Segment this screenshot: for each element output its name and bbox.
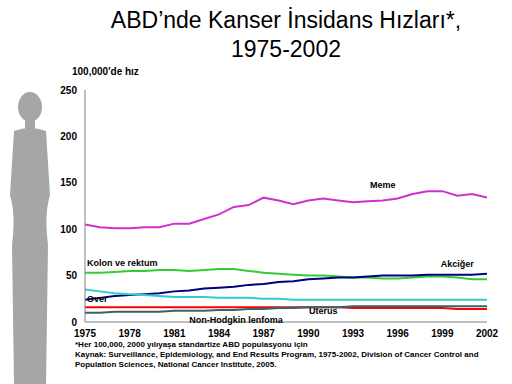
svg-text:1990: 1990 (297, 328, 320, 339)
svg-text:Non-Hodgkin lenfoma: Non-Hodgkin lenfoma (189, 315, 283, 325)
svg-text:Meme: Meme (370, 180, 396, 190)
svg-text:50: 50 (66, 270, 78, 281)
svg-text:1996: 1996 (387, 328, 410, 339)
svg-text:1987: 1987 (253, 328, 276, 339)
svg-text:1978: 1978 (119, 328, 142, 339)
html-text:100,000'de hız: 100,000'de hız (72, 66, 139, 77)
svg-text:Over: Over (87, 294, 108, 304)
svg-text:250: 250 (60, 85, 77, 96)
svg-text:100: 100 (60, 224, 77, 235)
html-text:1975-2002: 1975-2002 (231, 36, 341, 62)
svg-text:150: 150 (60, 177, 77, 188)
svg-text:Akciğer: Akciğer (441, 259, 475, 269)
svg-text:Uterus: Uterus (309, 306, 338, 316)
html-text:Kaynak: Surveillance, Epidemio: Kaynak: Surveillance, Epidemiology, and … (75, 350, 479, 369)
html-text:ABD’nde Kanser İnsidans Hızlar: ABD’nde Kanser İnsidans Hızları*, (110, 7, 462, 33)
svg-text:0: 0 (71, 317, 77, 328)
svg-text:2002: 2002 (476, 328, 499, 339)
svg-text:1993: 1993 (342, 328, 365, 339)
svg-text:1999: 1999 (431, 328, 454, 339)
html-text:*Her 100,000, 2000 yılıyaşa st: *Her 100,000, 2000 yılıyaşa standartize … (75, 340, 308, 349)
svg-text:1981: 1981 (163, 328, 186, 339)
svg-text:1975: 1975 (74, 328, 97, 339)
svg-text:200: 200 (60, 131, 77, 142)
svg-text:1984: 1984 (208, 328, 231, 339)
svg-text:Kolon ve rektum: Kolon ve rektum (87, 258, 158, 268)
